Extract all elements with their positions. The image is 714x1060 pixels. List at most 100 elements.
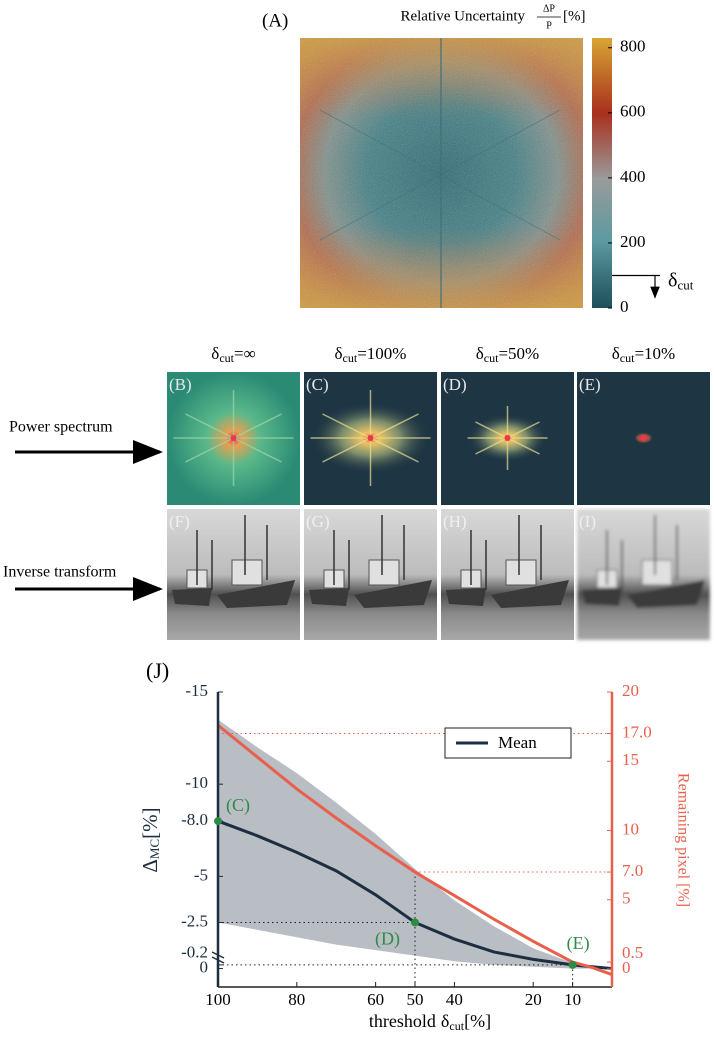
panel-label: (D): [443, 375, 467, 394]
map-title-denominator: P: [546, 20, 552, 31]
subscript: cut: [677, 277, 693, 292]
condition: =50%: [498, 344, 539, 363]
colorbar-tick-label: 200: [620, 232, 646, 251]
map-title-numerator: ΔP: [543, 3, 555, 14]
subscript: cut: [219, 351, 234, 365]
x-tick-label: 80: [288, 990, 305, 1009]
condition: =100%: [357, 344, 406, 363]
column-header: δcut=∞: [211, 344, 255, 365]
map-title: Relative Uncertainty: [400, 8, 525, 24]
spectrum-core: [640, 435, 647, 441]
panel-label: (F): [169, 512, 190, 531]
symbol: δ: [211, 344, 219, 363]
annotation-label: (E): [567, 933, 590, 954]
ship-hull: [582, 580, 705, 608]
subscript: cut: [620, 351, 635, 365]
y-tick-label: -8.0: [181, 810, 208, 829]
y2-tick-label: 15: [622, 750, 639, 769]
inverse-image: [167, 509, 300, 640]
ship-masts: [196, 515, 268, 590]
inverse-image: [577, 509, 710, 640]
subscript: MC: [147, 839, 162, 859]
y-tick-label: -2.5: [181, 911, 208, 930]
spectrum-core: [504, 435, 511, 441]
ship-cabin: [596, 559, 673, 589]
y2-tick-label: 5: [622, 889, 631, 908]
colorbar-tick-label: 400: [620, 167, 646, 186]
symbol: δ: [335, 344, 343, 363]
condition: =10%: [634, 344, 675, 363]
y-tick-label: -0.2: [181, 942, 208, 961]
symbol: δ: [612, 344, 620, 363]
panel-label: (J): [146, 658, 169, 683]
row-label: Power spectrum: [9, 419, 113, 436]
unit: [%]: [464, 1011, 491, 1031]
annotation-point: [214, 817, 222, 826]
legend-box: [444, 727, 572, 759]
column-header: δcut=10%: [612, 344, 675, 365]
colorbar: [592, 38, 612, 308]
symbol: δ: [668, 269, 677, 291]
x-tick-label: 50: [407, 990, 424, 1009]
inverse-image: [304, 509, 437, 640]
annotation-point: [568, 960, 577, 969]
y2-tick-label: 7.0: [622, 861, 643, 880]
unit: [%]: [138, 807, 162, 838]
condition: =∞: [234, 344, 256, 363]
y-tick-label: -5: [194, 865, 208, 884]
x-tick-label: 60: [367, 990, 384, 1009]
ship-masts: [333, 515, 405, 590]
panel-label: (C): [306, 375, 329, 394]
map-title-unit: [%]: [563, 8, 586, 24]
subscript: cut: [484, 351, 499, 365]
panel-label: (B): [169, 375, 192, 394]
panel-label: (A): [262, 10, 288, 31]
annotation-label: (C): [226, 795, 250, 816]
ship-hull: [309, 580, 432, 608]
axis-break: [211, 951, 225, 964]
x-tick-label: 20: [525, 990, 542, 1009]
map-noise: [300, 38, 583, 308]
symbol: δ: [476, 344, 484, 363]
annotation-label: (D): [375, 929, 400, 950]
row-label: Inverse transform: [3, 564, 117, 581]
x-tick-label: 100: [205, 990, 231, 1009]
y-tick-label: -10: [185, 773, 208, 792]
ship-masts: [606, 515, 678, 590]
subscript: cut: [343, 351, 358, 365]
panel-label: (H): [443, 512, 467, 531]
ship-cabin: [460, 559, 537, 589]
y-tick-label: 0: [200, 957, 209, 976]
column-header: δcut=100%: [335, 344, 407, 365]
symbol: Δ: [138, 859, 162, 873]
column-header: δcut=50%: [476, 344, 539, 365]
panel-label: (I): [579, 512, 596, 531]
subscript: cut: [449, 1019, 464, 1033]
y2-tick-label: 17.0: [622, 722, 652, 741]
y2-axis-label: Remaining pixel [%]: [674, 773, 691, 907]
panel-label: (E): [579, 375, 601, 394]
symbol: δ: [441, 1011, 449, 1031]
annotation-point: [411, 918, 419, 927]
inverse-image: [441, 509, 574, 640]
colorbar-tick-label: 600: [620, 102, 646, 121]
colorbar-tick-label: 0: [620, 297, 629, 316]
colorbar-tick-label: 800: [620, 37, 646, 56]
y-axis-label: ΔMC[%]: [138, 807, 162, 872]
x-tick-label: 40: [446, 990, 463, 1009]
legend-label: Mean: [498, 733, 537, 752]
ship-hull: [446, 580, 569, 608]
y2-tick-label: 0.5: [622, 943, 643, 962]
panel-label: (G): [306, 512, 330, 531]
y2-tick-label: 10: [622, 819, 639, 838]
threshold-label: δcut: [668, 269, 694, 292]
spectrum-core: [367, 435, 374, 441]
ship-cabin: [186, 559, 263, 589]
y-tick-label: -15: [185, 681, 208, 700]
y2-tick-label: 20: [622, 681, 639, 700]
label: threshold: [369, 1011, 436, 1031]
x-tick-label: 10: [564, 990, 581, 1009]
uncertainty-band: [218, 719, 612, 969]
spectrum-core: [230, 435, 237, 441]
